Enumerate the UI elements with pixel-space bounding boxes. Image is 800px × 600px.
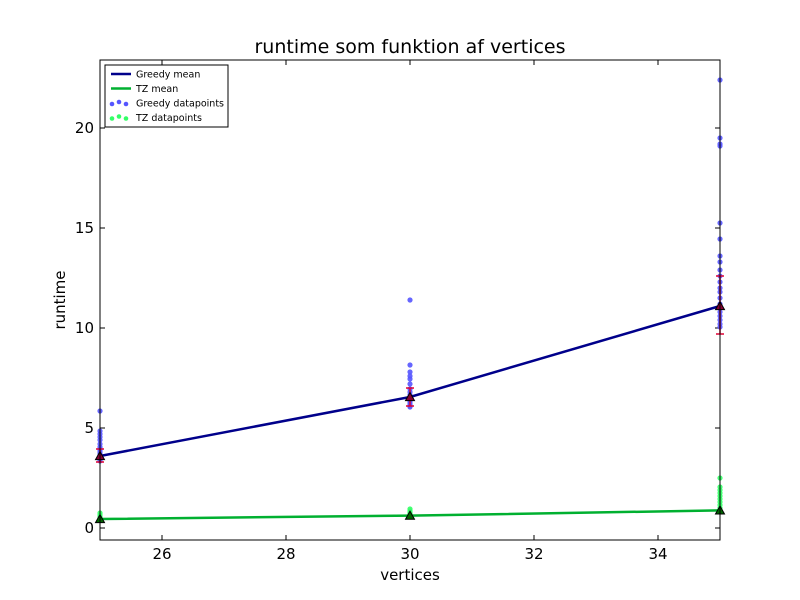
legend: Greedy mean TZ mean Greedy datapoints TZ da…	[104, 64, 229, 128]
legend-label: TZ datapoints	[135, 113, 202, 124]
y-tick-label: 0	[84, 519, 94, 537]
mean-marker	[404, 391, 416, 402]
data-point	[407, 297, 413, 303]
data-point	[407, 381, 413, 387]
x-tick-label: 34	[648, 545, 667, 563]
data-point	[407, 369, 413, 375]
x-tick-label: 26	[152, 545, 171, 563]
y-tick-label: 10	[75, 319, 94, 337]
plot-area: 26 28 30 32 34 0 5 10 15 20	[75, 60, 726, 563]
legend-label: TZ mean	[135, 84, 178, 95]
legend-swatch-point	[109, 101, 115, 107]
chart-title: runtime som funktion af vertices	[254, 36, 565, 58]
legend-swatch-point	[123, 116, 129, 121]
legend-swatch-point	[116, 99, 122, 105]
y-tick-label: 5	[84, 419, 94, 437]
data-point	[407, 376, 413, 382]
legend-label: Greedy mean	[136, 70, 200, 81]
plot-frame	[99, 59, 721, 541]
legend-swatch-point	[109, 116, 115, 121]
data-point	[407, 362, 413, 368]
y-axis-label: runtime	[51, 270, 69, 329]
x-tick-label: 32	[524, 545, 543, 563]
legend-swatch-point	[116, 114, 122, 119]
x-axis-label: vertices	[380, 566, 440, 584]
x-tick-label: 30	[400, 545, 419, 563]
legend-swatch-point	[123, 101, 129, 107]
mean-marker	[404, 510, 416, 520]
x-tick-label: 28	[276, 545, 295, 563]
y-tick-label: 15	[75, 219, 94, 237]
y-tick-label: 20	[75, 119, 94, 137]
legend-label: Greedy datapoints	[136, 99, 224, 110]
